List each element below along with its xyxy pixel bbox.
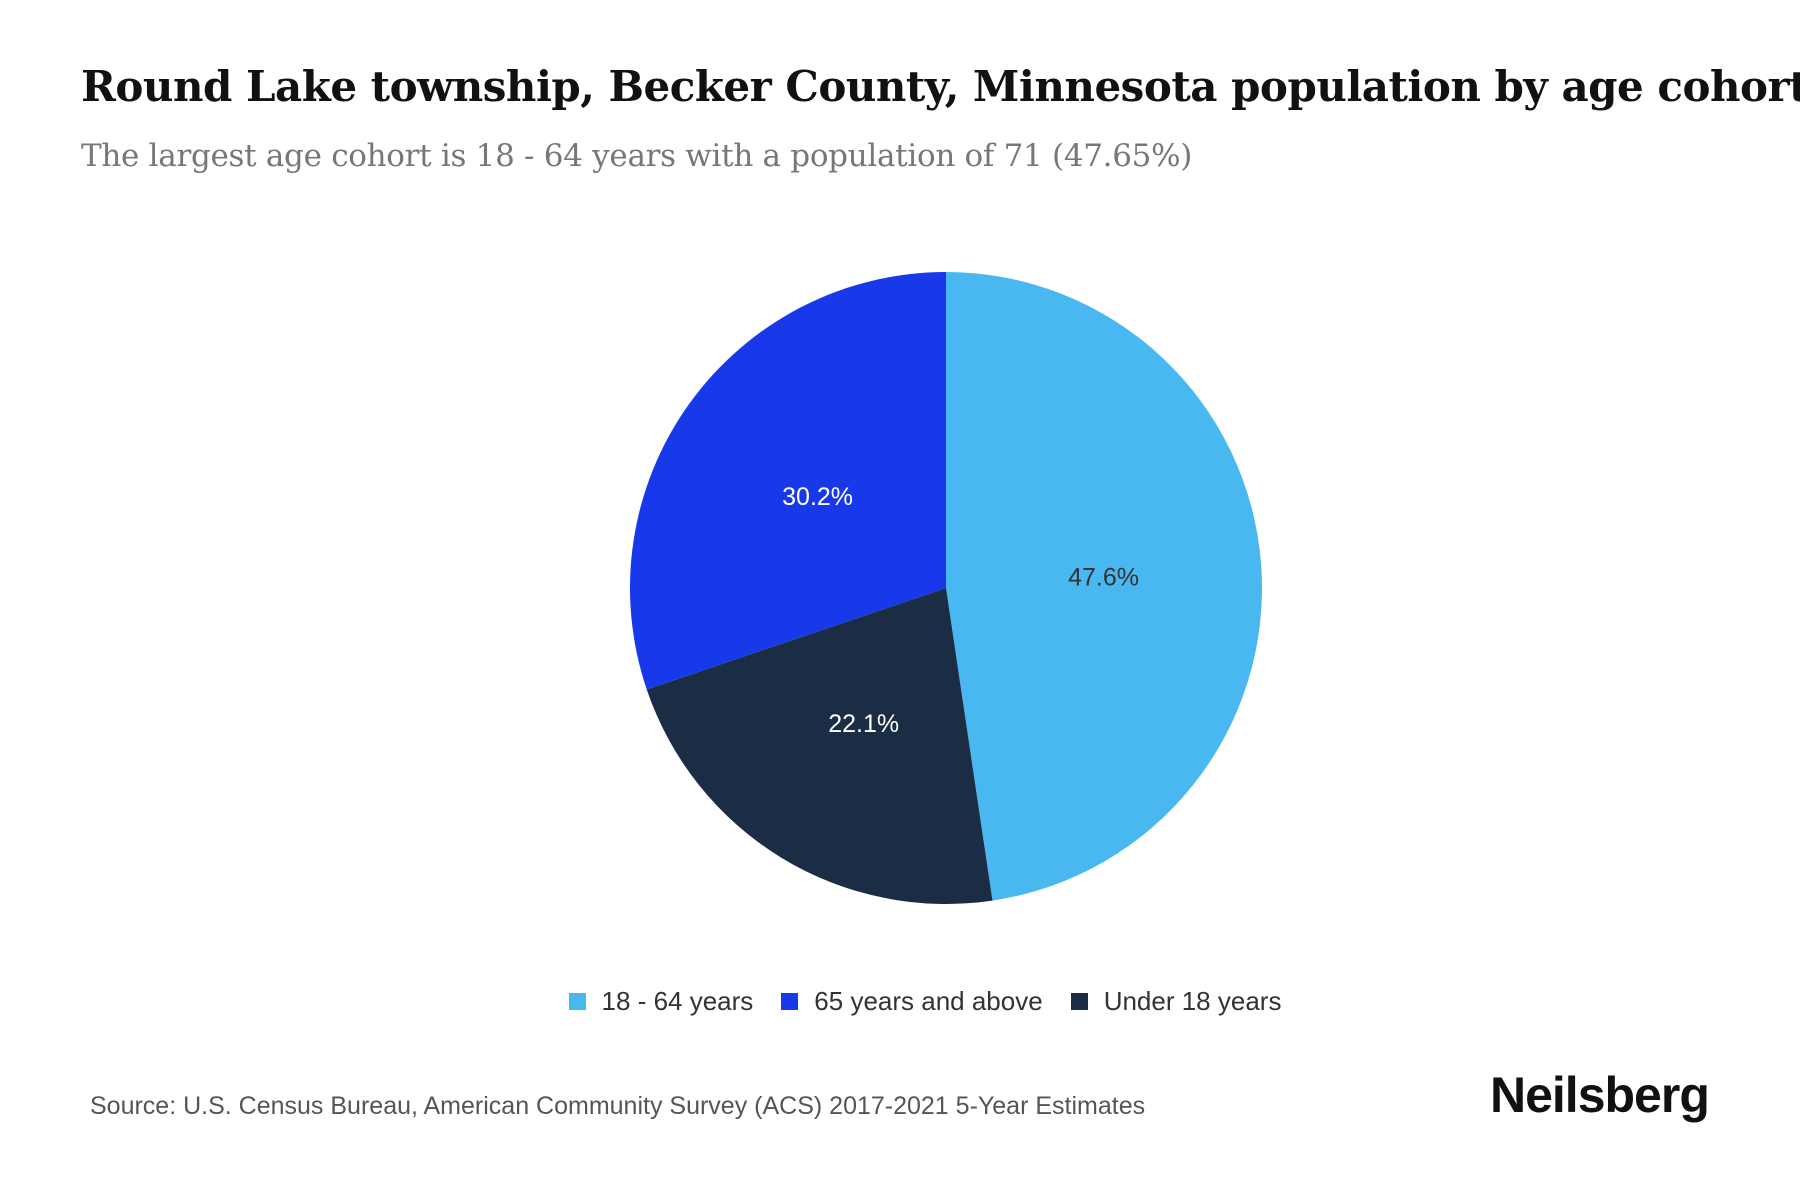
legend-item[interactable]: 65 years and above bbox=[781, 986, 1043, 1017]
chart-subtitle: The largest age cohort is 18 - 64 years … bbox=[81, 138, 1193, 174]
source-note: Source: U.S. Census Bureau, American Com… bbox=[90, 1092, 1146, 1120]
legend-label: 65 years and above bbox=[814, 986, 1043, 1016]
pie-slice-under-18-years[interactable] bbox=[646, 588, 993, 905]
legend-item[interactable]: Under 18 years bbox=[1070, 986, 1282, 1017]
slice-data-label: 30.2% bbox=[782, 483, 853, 511]
legend-label: Under 18 years bbox=[1103, 986, 1282, 1016]
pie-slice-18-64-years[interactable] bbox=[946, 272, 1263, 901]
legend-item[interactable]: 18 - 64 years bbox=[568, 986, 754, 1017]
pie-slice-65-years-and-above[interactable] bbox=[629, 272, 946, 690]
legend-swatch bbox=[781, 993, 799, 1010]
legend-swatch bbox=[568, 993, 586, 1010]
legend: 18 - 64 years 65 years and above Under 1… bbox=[0, 986, 1800, 1017]
legend-label: 18 - 64 years bbox=[601, 986, 754, 1016]
brand-logo: Neilsberg bbox=[1490, 1067, 1710, 1123]
chart-title: Round Lake township, Becker County, Minn… bbox=[81, 62, 1800, 111]
slice-data-label: 22.1% bbox=[828, 710, 899, 738]
legend-swatch bbox=[1070, 993, 1088, 1010]
slice-data-label: 47.6% bbox=[1068, 563, 1139, 591]
